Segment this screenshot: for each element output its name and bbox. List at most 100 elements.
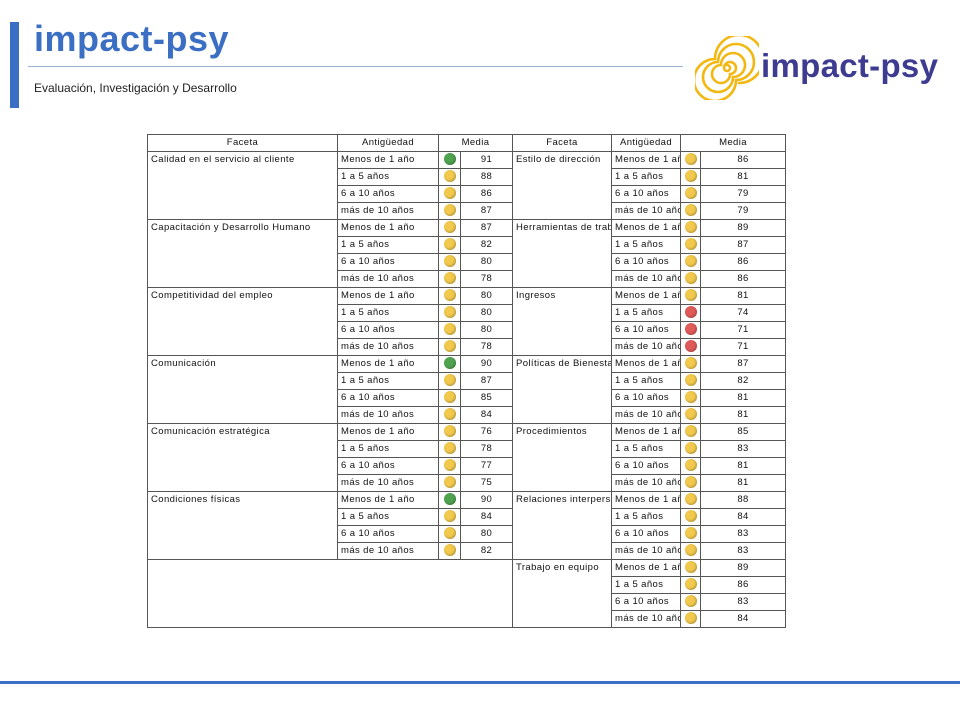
status-yellow-icon <box>684 374 697 387</box>
antiguedad-cell: 6 a 10 años <box>337 525 439 543</box>
media-cell: 80 <box>460 321 513 339</box>
status-yellow-icon <box>684 391 697 404</box>
status-green-icon <box>443 357 456 370</box>
table-row: Comunicación Menos de 1 año 90 Políticas de… <box>147 355 786 424</box>
results-table: Faceta Antigüedad Media Faceta Antigüeda… <box>147 134 786 628</box>
faceta-cell: Ingresos <box>512 287 612 356</box>
media-cell: 86 <box>700 576 786 594</box>
antiguedad-cell: más de 10 años <box>611 338 681 356</box>
faceta-cell: Procedimientos <box>512 423 612 492</box>
status-cell <box>438 185 461 203</box>
table-row: 1 a 5 años 88 1 a 5 años 81 <box>148 168 786 186</box>
media-cell: 86 <box>700 151 786 169</box>
status-yellow-icon <box>443 170 456 183</box>
status-yellow-icon <box>443 391 456 404</box>
media-cell: 79 <box>700 185 786 203</box>
antiguedad-cell: 6 a 10 años <box>337 389 439 407</box>
media-cell: 74 <box>700 304 786 322</box>
table-body: Calidad en el servicio al cliente Menos d… <box>147 151 786 628</box>
status-red-icon <box>684 340 697 353</box>
status-yellow-icon <box>443 221 456 234</box>
media-cell: 84 <box>460 508 513 526</box>
media-cell: 83 <box>700 593 786 611</box>
status-cell <box>438 406 461 424</box>
status-cell <box>680 355 701 373</box>
media-cell: 89 <box>700 559 786 577</box>
media-cell: 90 <box>460 491 513 509</box>
status-cell <box>680 372 701 390</box>
faceta-cell: Condiciones físicas <box>147 491 338 560</box>
antiguedad-cell: 1 a 5 años <box>337 304 439 322</box>
media-cell: 71 <box>700 321 786 339</box>
header-media-left: Media <box>438 134 513 152</box>
status-yellow-icon <box>684 510 697 523</box>
antiguedad-cell: más de 10 años <box>611 406 681 424</box>
status-yellow-icon <box>684 493 697 506</box>
media-cell: 80 <box>460 525 513 543</box>
status-yellow-icon <box>443 255 456 268</box>
status-yellow-icon <box>443 510 456 523</box>
faceta-cell: Trabajo en equipo <box>512 559 612 628</box>
antiguedad-cell: más de 10 años <box>337 406 439 424</box>
antiguedad-cell: más de 10 años <box>611 542 681 560</box>
status-cell <box>438 151 461 169</box>
status-cell <box>438 389 461 407</box>
antiguedad-cell: 6 a 10 años <box>611 593 681 611</box>
antiguedad-cell: 1 a 5 años <box>611 236 681 254</box>
status-cell <box>680 219 701 237</box>
antiguedad-cell: Menos de 1 año <box>337 355 439 373</box>
status-yellow-icon <box>443 425 456 438</box>
antiguedad-cell: Menos de 1 año <box>611 559 681 577</box>
table-row: 6 a 10 años 83 <box>148 593 786 611</box>
status-yellow-icon <box>684 221 697 234</box>
spiral-logo-icon <box>695 36 759 100</box>
media-cell: 86 <box>700 253 786 271</box>
status-yellow-icon <box>684 476 697 489</box>
antiguedad-cell: 1 a 5 años <box>611 576 681 594</box>
status-cell <box>680 202 701 220</box>
status-yellow-icon <box>443 476 456 489</box>
media-cell: 88 <box>460 168 513 186</box>
table-row: 6 a 10 años 77 6 a 10 años 81 <box>148 457 786 475</box>
status-green-icon <box>443 493 456 506</box>
status-cell <box>438 287 461 305</box>
media-cell: 82 <box>460 236 513 254</box>
status-yellow-icon <box>443 187 456 200</box>
header-antiguedad-left: Antigüedad <box>337 134 439 152</box>
status-cell <box>438 338 461 356</box>
status-cell <box>438 355 461 373</box>
status-cell <box>438 321 461 339</box>
media-cell: 87 <box>460 202 513 220</box>
faceta-cell: Estilo de dirección <box>512 151 612 220</box>
header-antiguedad-right: Antigüedad <box>611 134 681 152</box>
media-cell: 81 <box>700 457 786 475</box>
antiguedad-cell: 6 a 10 años <box>337 185 439 203</box>
status-cell <box>680 423 701 441</box>
antiguedad-cell: Menos de 1 año <box>337 287 439 305</box>
antiguedad-cell: 6 a 10 años <box>611 321 681 339</box>
media-cell: 85 <box>700 423 786 441</box>
status-cell <box>680 474 701 492</box>
status-yellow-icon <box>443 323 456 336</box>
status-cell <box>438 508 461 526</box>
status-cell <box>680 559 701 577</box>
faceta-cell: Comunicación estratégica <box>147 423 338 492</box>
antiguedad-cell: 1 a 5 años <box>611 508 681 526</box>
status-yellow-icon <box>443 272 456 285</box>
media-cell: 87 <box>460 372 513 390</box>
media-cell: 81 <box>700 474 786 492</box>
header-faceta-left: Faceta <box>147 134 338 152</box>
status-cell <box>438 491 461 509</box>
status-cell <box>680 440 701 458</box>
header-media-right: Media <box>680 134 786 152</box>
status-cell <box>680 253 701 271</box>
media-cell: 87 <box>700 236 786 254</box>
antiguedad-cell: 6 a 10 años <box>611 389 681 407</box>
status-cell <box>680 321 701 339</box>
antiguedad-cell: 1 a 5 años <box>337 168 439 186</box>
status-cell <box>438 457 461 475</box>
antiguedad-cell: 1 a 5 años <box>611 304 681 322</box>
status-cell <box>438 202 461 220</box>
status-cell <box>680 338 701 356</box>
faceta-cell: Capacitación y Desarrollo Humano <box>147 219 338 288</box>
